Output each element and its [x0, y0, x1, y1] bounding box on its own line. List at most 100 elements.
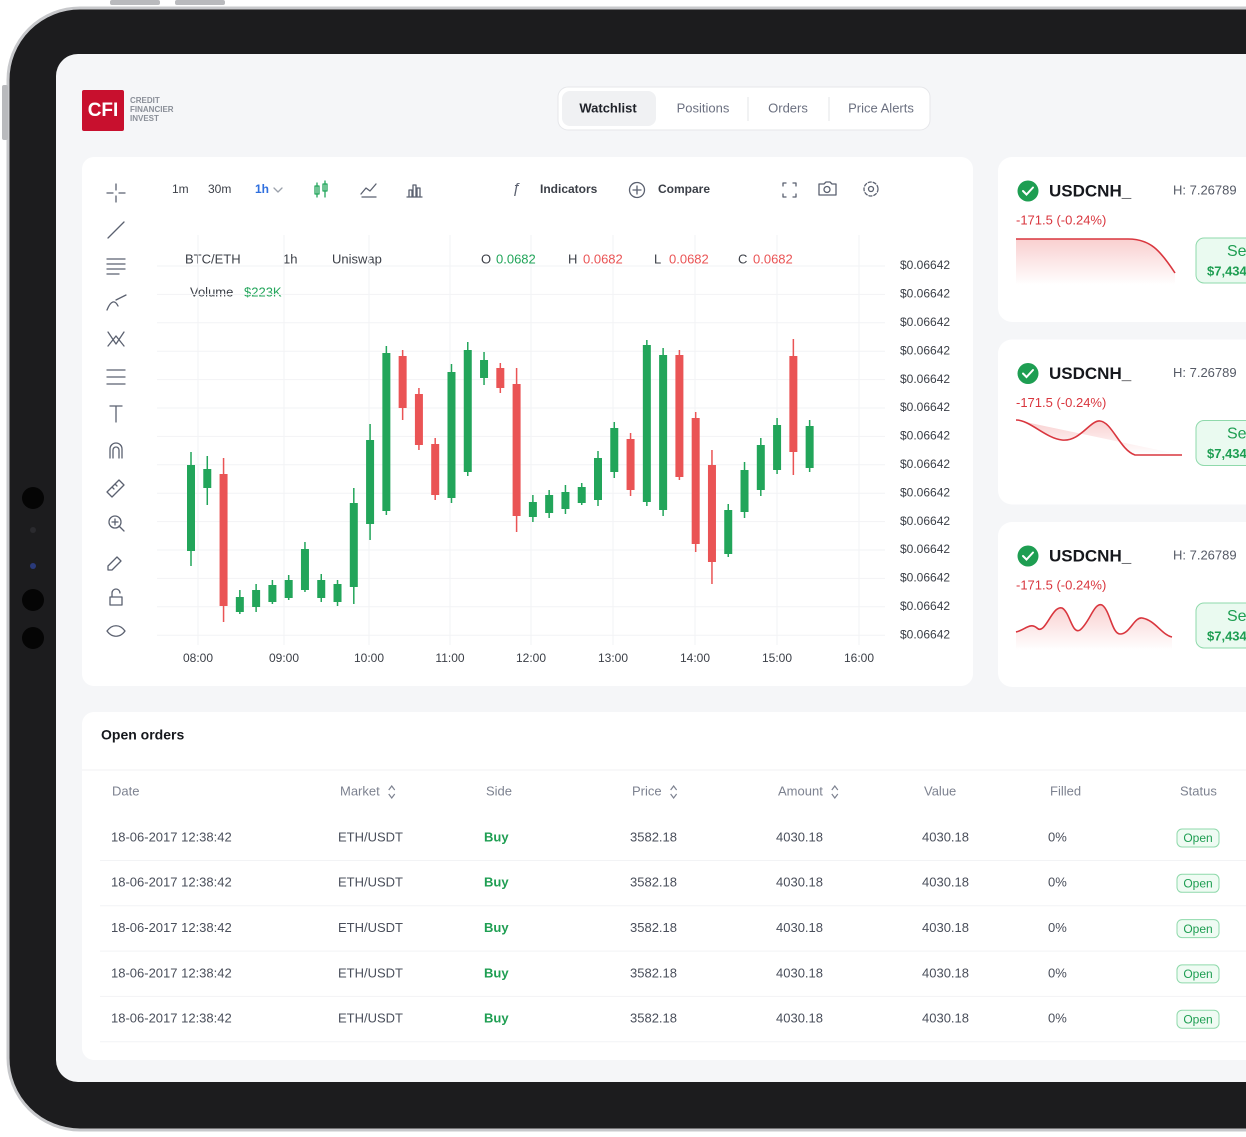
cell: 18-06-2017 12:38:42	[111, 875, 232, 890]
y-tick-label: $0.06642	[900, 485, 950, 499]
status: Open	[1183, 1012, 1212, 1026]
exchange: Uniswap	[332, 251, 382, 266]
column-header[interactable]: Price	[632, 783, 662, 798]
candle-body	[642, 345, 651, 502]
candle-body	[512, 384, 521, 516]
camera-icon[interactable]	[818, 181, 837, 196]
cell: 3582.18	[630, 875, 677, 890]
candle-body	[577, 487, 586, 503]
y-tick-label: $0.06642	[900, 400, 950, 414]
y-tick-label: $0.06642	[900, 627, 950, 641]
sell-price: $7,434	[1207, 446, 1246, 461]
active-tab[interactable]	[562, 91, 656, 126]
candle-body	[252, 590, 261, 607]
candle-body	[773, 425, 782, 470]
cell: ETH/USDT	[338, 875, 403, 890]
tab[interactable]: Positions	[677, 100, 730, 115]
chart-type-line[interactable]	[360, 183, 377, 198]
ohlc-label: L	[654, 251, 661, 266]
compare[interactable]: Compare	[658, 182, 710, 196]
column-header: Status	[1180, 783, 1217, 798]
cell: 3582.18	[630, 965, 677, 980]
tool-brush[interactable]	[106, 294, 127, 311]
sell-label: Se	[1227, 243, 1246, 260]
tool-zoom	[111, 518, 125, 532]
compare-icon[interactable]	[628, 181, 646, 199]
app: CFI CREDIT FINANCIER INVEST Watchlist Po…	[82, 86, 1246, 1060]
sell-button[interactable]	[1195, 602, 1246, 649]
settings-icon	[867, 185, 875, 193]
interval-active[interactable]: 1h	[255, 182, 269, 196]
cell: 18-06-2017 12:38:42	[111, 829, 232, 844]
tool-magnet[interactable]	[109, 442, 123, 459]
candle-body	[724, 510, 733, 554]
chevron[interactable]	[273, 187, 283, 193]
tab[interactable]: Orders	[768, 100, 808, 115]
indicators[interactable]: Indicators	[540, 182, 598, 196]
candle-body	[219, 474, 228, 606]
cell: 4030.18	[922, 965, 969, 980]
tool-text[interactable]	[109, 405, 123, 423]
check-icon	[1017, 180, 1039, 202]
y-tick-label: $0.06642	[900, 571, 950, 585]
ohlc-value: 0.0682	[753, 251, 793, 266]
sell-button[interactable]	[1195, 237, 1246, 284]
x-tick-label: 11:00	[435, 651, 464, 665]
candle-body	[203, 469, 212, 488]
x-tick-label: 14:00	[680, 651, 710, 665]
tool-pattern[interactable]	[107, 331, 125, 347]
tool-line[interactable]	[107, 221, 125, 239]
tool-lines[interactable]	[106, 258, 126, 275]
candle-body	[398, 356, 407, 408]
status: Open	[1183, 967, 1212, 981]
sparkline	[1015, 419, 1182, 456]
cell: 3582.18	[630, 829, 677, 844]
cell: 0%	[1048, 920, 1067, 935]
fullscreen-icon[interactable]	[782, 182, 797, 198]
sparkline	[1015, 604, 1173, 638]
high: H: 7.26789	[1173, 365, 1237, 380]
chart-type-candle[interactable]	[314, 180, 328, 198]
tool-lock-draw[interactable]	[107, 556, 122, 571]
cell: ETH/USDT	[338, 920, 403, 935]
cell: 0%	[1048, 965, 1067, 980]
settings-icon[interactable]	[863, 181, 879, 197]
ohlc-value: 0.0682	[669, 251, 709, 266]
device-button	[2, 85, 8, 140]
sell-label: Se	[1227, 426, 1246, 443]
cell: ETH/USDT	[338, 829, 403, 844]
candle-body	[463, 350, 472, 472]
candle-body	[317, 580, 326, 598]
tab[interactable]: Watchlist	[579, 100, 637, 115]
column-header[interactable]: Market	[340, 783, 380, 798]
sell-button[interactable]	[1195, 420, 1246, 466]
change: -171.5 (-0.24%)	[1016, 577, 1106, 592]
interval[interactable]: 1m	[172, 182, 189, 196]
tool-lock[interactable]	[109, 588, 123, 606]
tool-crosshair[interactable]	[106, 183, 126, 203]
logo-text: CFI	[88, 100, 119, 121]
x-tick-label: 15:00	[762, 651, 792, 665]
interval[interactable]: 30m	[208, 182, 231, 196]
y-tick-label: $0.06642	[900, 514, 950, 528]
candle-body	[675, 355, 684, 477]
tool-eye[interactable]	[106, 625, 126, 637]
status-badge	[1176, 964, 1220, 984]
ohlc-label: H	[568, 251, 577, 266]
sort-icon	[670, 785, 678, 799]
cell: 18-06-2017 12:38:42	[111, 1011, 232, 1026]
tool-zoom[interactable]	[108, 515, 122, 529]
sell-price: $7,434	[1207, 628, 1246, 643]
y-tick-label: $0.06642	[900, 457, 950, 471]
column-header[interactable]: Amount	[778, 783, 823, 798]
tool-ruler[interactable]	[106, 479, 125, 498]
chart-type-bar[interactable]	[406, 184, 423, 198]
candle-body	[366, 440, 375, 524]
tab[interactable]: Price Alerts	[848, 100, 914, 115]
sort-icon	[831, 785, 839, 799]
tool-fib[interactable]	[106, 369, 126, 385]
candle-body	[333, 584, 342, 602]
logo-name: INVEST	[130, 114, 159, 123]
cell: 18-06-2017 12:38:42	[111, 920, 232, 935]
fx-icon[interactable]: ƒ	[512, 180, 520, 197]
